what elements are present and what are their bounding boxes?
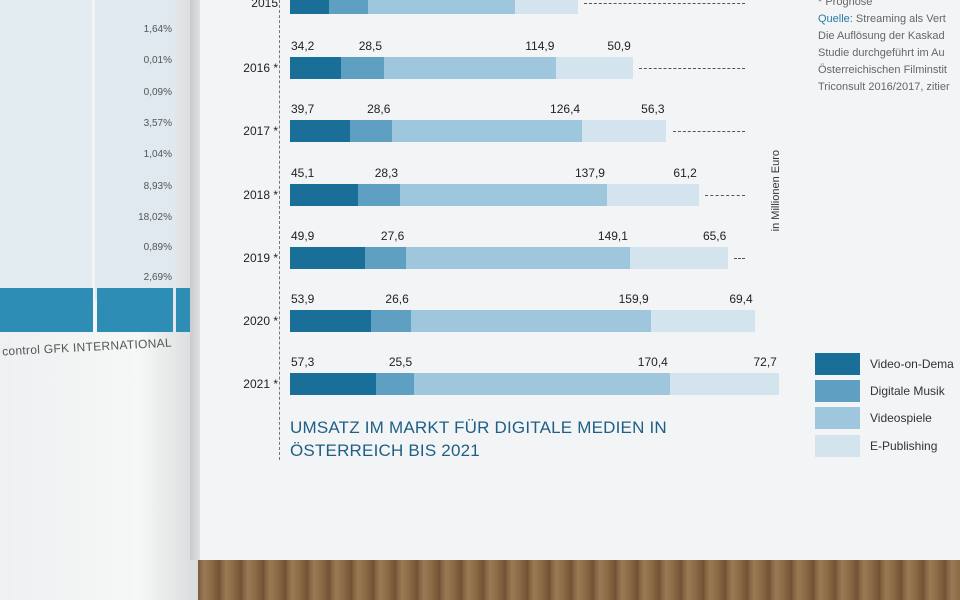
note-line: Die Auflösung der Kaskad <box>818 30 945 42</box>
left-table-value: 0,01% <box>143 55 172 66</box>
left-table-column <box>0 0 92 300</box>
value-label-digitale-musik: 26,6 <box>385 292 409 306</box>
left-table-value: 1,64% <box>143 24 172 35</box>
left-page: 1,64% 0,01% 0,09% 3,57% 1,04% 8,93% 18,0… <box>0 0 198 600</box>
bar-digitale-musik <box>375 373 415 395</box>
leader-line <box>672 131 745 132</box>
bar-digitale-musik <box>329 0 368 14</box>
bar-digitale-musik <box>364 247 407 269</box>
leader-line <box>638 68 745 69</box>
bar-videospiele <box>392 120 583 142</box>
left-table-value: 2,69% <box>143 272 172 283</box>
left-table-value: 8,93% <box>143 181 172 192</box>
bar-digitale-musik <box>370 310 411 332</box>
value-label-videospiele: 149,1 <box>597 229 628 243</box>
value-label-videospiele: 126,4 <box>550 102 581 116</box>
leader-line <box>734 258 745 259</box>
note-source-text: Streaming als Vert <box>855 13 946 25</box>
year-label: 2021 * <box>243 377 278 391</box>
value-label-video-on-demand: 34,2 <box>291 39 315 53</box>
value-label-video-on-demand: 39,7 <box>291 102 315 116</box>
left-table-value: 0,89% <box>143 242 172 253</box>
bar-videospiele <box>410 310 651 332</box>
bar-e-publishing <box>556 57 633 79</box>
bar-e-publishing <box>582 120 667 142</box>
note-line: Triconsult 2016/2017, zitier <box>818 81 950 93</box>
leader-line <box>704 195 745 196</box>
legend-swatch-digitale-musik <box>815 380 860 402</box>
chart-title: UMSATZ IM MARKT FÜR DIGITALE MEDIEN IN Ö… <box>290 418 667 460</box>
bar-e-publishing <box>606 184 699 206</box>
note-line: Österreichischen Filminstit <box>818 64 947 76</box>
year-label: 2016 * <box>243 61 278 75</box>
value-label-digitale-musik: 28,3 <box>374 166 399 180</box>
value-label-video-on-demand: 57,3 <box>291 355 315 369</box>
left-page-footer: control GFK INTERNATIONAL <box>1 335 173 359</box>
value-label-digitale-musik: 27,6 <box>380 229 405 243</box>
value-label-digitale-musik: 25,5 <box>388 355 413 369</box>
value-label-videospiele: 159,9 <box>618 292 649 306</box>
bar-digitale-musik <box>357 184 401 206</box>
left-table-value: 1,04% <box>143 149 172 160</box>
bar-videospiele <box>406 247 630 269</box>
bar-digitale-musik <box>341 57 385 79</box>
value-label-video-on-demand: 45,1 <box>291 166 315 180</box>
value-label-e-publishing: 72,7 <box>753 355 777 369</box>
right-page <box>200 0 960 560</box>
bar-e-publishing <box>650 310 755 332</box>
bar-video-on-demand <box>290 120 350 142</box>
value-label-video-on-demand: 53,9 <box>291 292 315 306</box>
unit-label: in Millionen Euro <box>770 150 782 232</box>
bar-video-on-demand <box>290 373 376 395</box>
chart-axis-line <box>279 0 280 460</box>
legend-label-videospiele: Videospiele <box>870 411 932 425</box>
legend-label-e-publishing: E-Publishing <box>870 439 938 453</box>
value-label-e-publishing: 65,6 <box>702 229 727 243</box>
bar-video-on-demand <box>290 247 365 269</box>
bar-e-publishing <box>669 373 779 395</box>
legend-label-digitale-musik: Digitale Musik <box>870 384 945 398</box>
bar-videospiele <box>414 373 670 395</box>
value-label-e-publishing: 50,9 <box>607 39 631 53</box>
legend-swatch-e-publishing <box>815 435 860 457</box>
value-label-digitale-musik: 28,6 <box>367 102 391 116</box>
bar-e-publishing <box>515 0 578 14</box>
left-table-total-bar <box>0 288 93 332</box>
note-source: Quelle: Streaming als Vert <box>818 13 946 25</box>
legend-swatch-video-on-demand <box>815 353 860 375</box>
bar-video-on-demand <box>290 184 358 206</box>
year-label: 2017 * <box>243 124 278 138</box>
legend-swatch-videospiele <box>815 407 860 429</box>
bar-video-on-demand <box>290 310 371 332</box>
bar-video-on-demand <box>290 57 342 79</box>
year-label: 2015 <box>251 0 278 10</box>
left-table-value: 3,57% <box>143 118 172 129</box>
value-label-videospiele: 137,9 <box>574 166 605 180</box>
left-table-total-bar <box>97 288 173 332</box>
year-label: 2018 * <box>243 188 278 202</box>
leader-line <box>584 3 745 4</box>
year-label: 2020 * <box>243 314 278 328</box>
bar-videospiele <box>384 57 557 79</box>
bar-digitale-musik <box>349 120 393 142</box>
value-label-e-publishing: 69,4 <box>729 292 753 306</box>
left-table-value: 0,09% <box>143 87 172 98</box>
value-label-digitale-musik: 28,5 <box>358 39 383 53</box>
left-table-value: 18,02% <box>138 212 172 223</box>
value-label-e-publishing: 61,2 <box>673 166 697 180</box>
value-label-videospiele: 114,9 <box>525 39 555 53</box>
note-source-label: Quelle: <box>818 13 853 25</box>
note-line: Studie durchgeführt im Au <box>818 47 945 59</box>
year-label: 2019 * <box>243 251 278 265</box>
value-label-video-on-demand: 49,9 <box>291 229 315 243</box>
bar-video-on-demand <box>290 0 329 14</box>
bar-videospiele <box>400 184 607 206</box>
note-prognose: * Prognose <box>818 0 873 8</box>
value-label-videospiele: 170,4 <box>637 355 668 369</box>
left-table-column <box>95 0 175 300</box>
bar-e-publishing <box>629 247 729 269</box>
bar-videospiele <box>368 0 515 14</box>
value-label-e-publishing: 56,3 <box>641 102 665 116</box>
legend-label-video-on-demand: Video-on-Dema <box>870 357 954 371</box>
